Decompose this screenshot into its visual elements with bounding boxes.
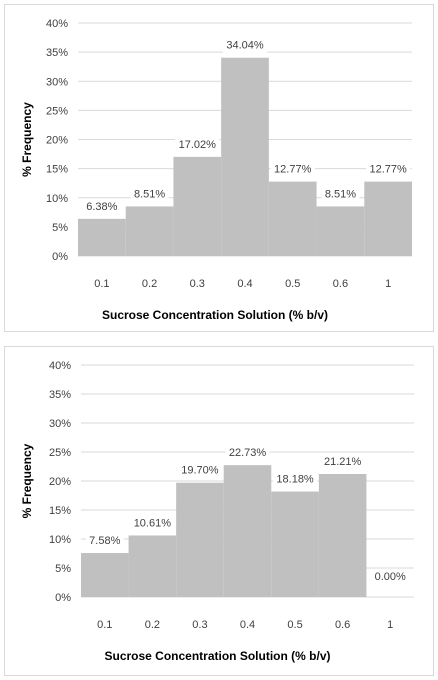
data-label-background xyxy=(365,161,411,177)
data-label-background xyxy=(270,161,315,177)
y-tick-label: 15% xyxy=(49,505,71,517)
data-label: 7.58% xyxy=(89,535,120,547)
x-tick-label: 0.1 xyxy=(94,278,109,290)
x-tick-label: 0.6 xyxy=(333,278,348,290)
x-tick-label: 0.4 xyxy=(240,619,255,631)
y-tick-label: 40% xyxy=(46,18,68,30)
data-label-background xyxy=(371,569,410,584)
data-label-background xyxy=(225,445,270,461)
histogram-chart-2: 0% 5% 10% 15% 20% 25% 30% 35% 40% 7.58% 10.61% 19.7… xyxy=(20,360,414,663)
x-axis-title: Sucrose Concentration Solution (% b/v) xyxy=(102,308,328,322)
y-axis-title: % Frequency xyxy=(20,443,34,518)
data-label: 10.61% xyxy=(134,517,172,529)
histogram-panel-1: 0% 5% 10% 15% 20% 25% 30% 35% 40% 6.38% 8.51% 17.02… xyxy=(4,4,434,332)
y-tick-label: 15% xyxy=(46,164,68,176)
data-label: 17.02% xyxy=(179,139,217,151)
bar-2-0_5 xyxy=(271,491,319,597)
data-label-background xyxy=(320,453,365,469)
bar-1-0_6 xyxy=(316,206,365,256)
data-label: 19.70% xyxy=(181,465,219,477)
y-tick-label: 20% xyxy=(49,476,71,488)
x-tick-label: 0.4 xyxy=(237,278,252,290)
data-label: 12.77% xyxy=(369,164,407,176)
data-label-background xyxy=(321,186,360,202)
data-label: 8.51% xyxy=(325,188,356,200)
data-label-background xyxy=(175,136,220,152)
y-tick-label: 10% xyxy=(46,193,68,205)
bar-1-0_5 xyxy=(268,181,317,256)
data-label: 0.00% xyxy=(375,571,406,583)
y-tick-label: 30% xyxy=(46,76,68,88)
data-label-background xyxy=(272,471,318,487)
data-label-background xyxy=(177,462,223,478)
bar-2-0_1 xyxy=(81,553,129,597)
data-label-background xyxy=(130,186,169,202)
x-tick-label: 0.5 xyxy=(287,619,302,631)
y-tick-label: 0% xyxy=(52,251,68,263)
data-label: 22.73% xyxy=(229,447,267,459)
y-tick-label: 35% xyxy=(46,47,68,59)
x-tick-label: 0.2 xyxy=(142,278,157,290)
data-label: 8.51% xyxy=(134,188,165,200)
data-label-background xyxy=(85,533,124,549)
bar-2-0_3 xyxy=(176,482,224,597)
bar-2-0_4 xyxy=(223,465,272,597)
x-tick-label: 0.5 xyxy=(285,278,300,290)
data-label-background xyxy=(222,37,268,53)
x-tick-label: 1 xyxy=(385,278,391,290)
x-tick-label: 0.6 xyxy=(335,619,350,631)
x-tick-label: 0.1 xyxy=(97,619,112,631)
x-axis-title: Sucrose Concentration Solution (% b/v) xyxy=(104,649,330,663)
x-tick-label: 0.2 xyxy=(145,619,160,631)
y-tick-label: 35% xyxy=(49,389,71,401)
y-axis-title: % Frequency xyxy=(20,102,34,177)
y-tick-label: 20% xyxy=(46,135,68,147)
y-tick-label: 30% xyxy=(49,418,71,430)
data-label-background xyxy=(82,198,121,214)
y-tick-label: 25% xyxy=(49,447,71,459)
data-label: 6.38% xyxy=(86,201,117,213)
bar-1-0_2 xyxy=(125,206,174,256)
data-label: 21.21% xyxy=(324,456,362,468)
data-label-background xyxy=(130,515,175,531)
data-label: 18.18% xyxy=(276,474,314,486)
y-tick-label: 10% xyxy=(49,534,71,546)
bar-1-0_4 xyxy=(221,57,269,257)
data-label: 12.77% xyxy=(274,164,312,176)
bar-2-0_6 xyxy=(318,473,367,597)
y-tick-label: 40% xyxy=(49,360,71,372)
bar-1-1 xyxy=(364,181,412,256)
y-tick-label: 0% xyxy=(55,592,71,604)
histogram-chart-1: 0% 5% 10% 15% 20% 25% 30% 35% 40% 6.38% 8.51% 17.02… xyxy=(20,18,412,322)
x-tick-label: 0.3 xyxy=(192,619,207,631)
y-tick-label: 25% xyxy=(46,105,68,117)
y-tick-label: 5% xyxy=(55,563,71,575)
histogram-panel-2: 0% 5% 10% 15% 20% 25% 30% 35% 40% 7.58% 10.61% 19.7… xyxy=(4,346,434,676)
bar-1-0_3 xyxy=(173,156,222,256)
bar-2-0_2 xyxy=(128,535,177,597)
y-tick-label: 5% xyxy=(52,222,68,234)
x-tick-label: 1 xyxy=(387,619,393,631)
x-tick-label: 0.3 xyxy=(190,278,205,290)
data-label: 34.04% xyxy=(226,40,264,52)
bar-1-0_1 xyxy=(78,218,126,256)
